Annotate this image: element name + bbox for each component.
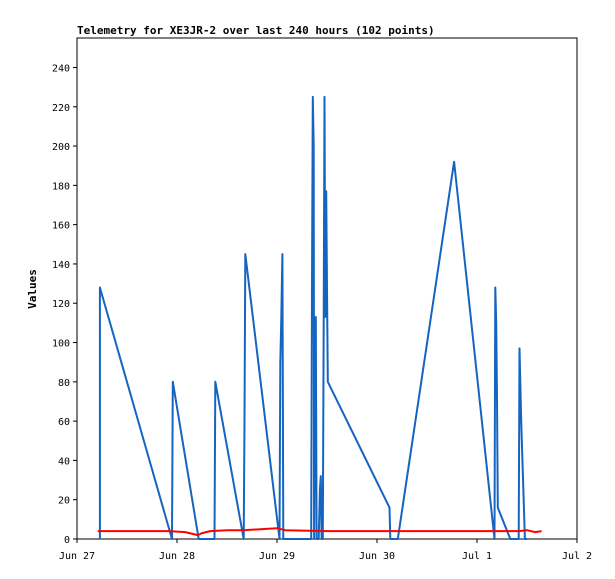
series-layer [97, 95, 542, 540]
x-tick-label: Jul 2 [562, 551, 592, 562]
x-tick-label: Jun 30 [359, 551, 395, 562]
y-tick-label: 120 [52, 299, 70, 310]
y-tick-label: 80 [58, 378, 70, 389]
plot-frame [76, 37, 578, 540]
y-tick-label: 100 [52, 339, 70, 350]
x-tick-label: Jun 27 [59, 551, 95, 562]
series-line-2 [97, 527, 542, 537]
y-tick-label: 180 [52, 181, 70, 192]
y-tick-label: 140 [52, 260, 70, 271]
y-tick-label: 60 [58, 417, 70, 428]
y-tick-label: 160 [52, 221, 70, 232]
y-tick-label: 200 [52, 142, 70, 153]
chart-title: Telemetry for XE3JR-2 over last 240 hour… [77, 24, 435, 37]
y-tick-label: 40 [58, 456, 70, 467]
series-line-1 [98, 95, 527, 540]
y-tick-label: 240 [52, 63, 70, 74]
x-tick-label: Jun 28 [159, 551, 195, 562]
x-axis-ticks: Jun 27 Jun 28 Jun 29 Jun 30 Jul 1 Jul 2 [59, 539, 592, 562]
y-tick-label: 220 [52, 103, 70, 114]
y-axis-title: Values [26, 269, 39, 309]
x-tick-label: Jul 1 [462, 551, 492, 562]
y-tick-label: 20 [58, 496, 70, 507]
y-tick-label: 0 [64, 535, 70, 546]
x-tick-label: Jun 29 [259, 551, 295, 562]
y-axis-ticks: 0 20 40 60 80 100 120 140 160 180 200 220 240 [52, 63, 77, 546]
